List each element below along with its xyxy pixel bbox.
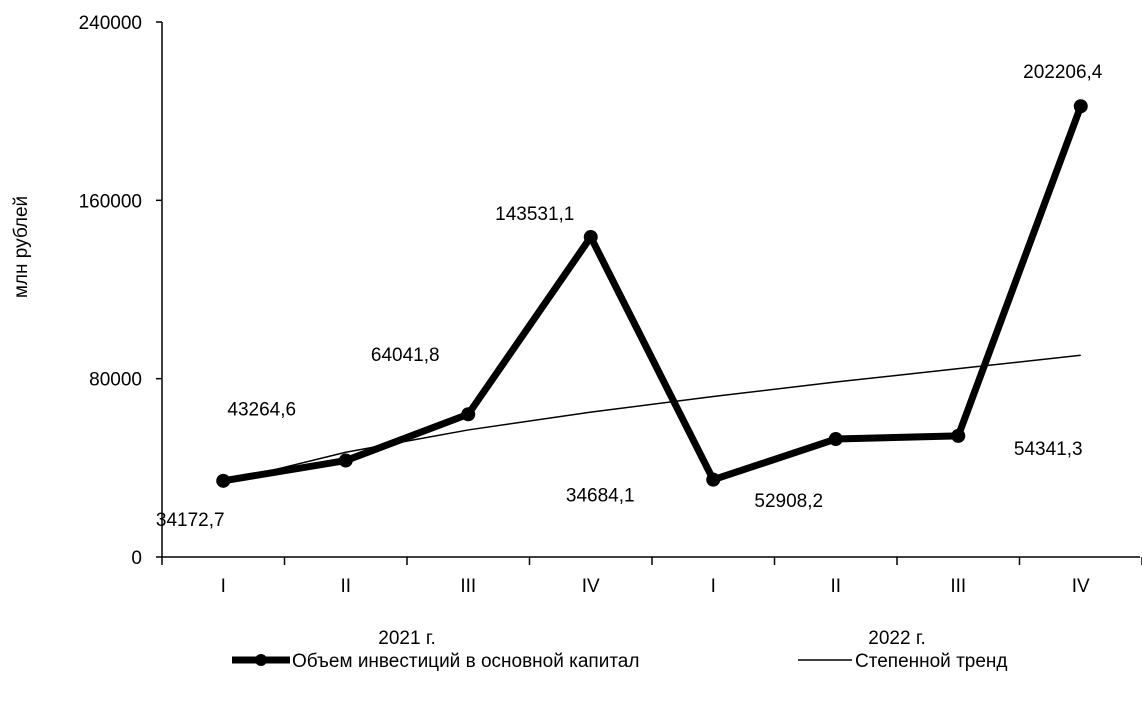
y-tick-label: 240000 — [79, 13, 142, 34]
x-tick-label: III — [460, 576, 476, 597]
x-tick-label: I — [711, 576, 716, 597]
x-tick-label: II — [830, 576, 841, 597]
data-point — [1073, 99, 1088, 114]
data-label: 43264,6 — [227, 400, 296, 421]
x-tick-label: III — [950, 576, 966, 597]
data-point — [338, 453, 353, 468]
data-label: 64041,8 — [371, 345, 440, 366]
x-tick-labels: I II III IV I II III IV — [221, 576, 1090, 597]
y-axis-label: млн рублей — [11, 196, 32, 298]
data-point — [706, 472, 721, 487]
y-tick-label: 0 — [131, 548, 142, 569]
data-label: 143531,1 — [495, 204, 574, 225]
trend-line — [223, 354, 1081, 484]
data-label: 52908,2 — [754, 491, 823, 512]
data-label: 54341,3 — [1014, 439, 1083, 460]
legend-trend-label: Степенной тренд — [855, 651, 1008, 672]
data-point — [828, 432, 843, 447]
y-tick-label: 160000 — [79, 191, 142, 212]
x-group-labels: 2021 г. 2022 г. — [378, 628, 925, 649]
y-tick-label: 80000 — [89, 370, 142, 391]
main-line — [222, 105, 1085, 485]
main-series — [216, 99, 1088, 488]
x-tick-label: IV — [582, 576, 600, 597]
x-group-label: 2021 г. — [378, 628, 435, 649]
trend-series — [223, 354, 1081, 484]
y-tick-labels: 0 80000 160000 240000 — [79, 13, 142, 569]
x-tick-label: IV — [1072, 576, 1090, 597]
data-label: 34172,7 — [156, 510, 225, 531]
data-point — [461, 407, 476, 422]
x-tick-label: I — [221, 576, 226, 597]
legend: Объем инвестиций в основной капитал Степ… — [232, 651, 1008, 672]
data-label: 202206,4 — [1023, 62, 1103, 83]
legend-main-label: Объем инвестиций в основной капитал — [292, 651, 639, 672]
data-point — [216, 473, 231, 488]
data-label: 34684,1 — [566, 486, 635, 507]
chart-axes — [156, 21, 1142, 565]
legend-main-marker — [255, 654, 267, 666]
x-tick-label: II — [340, 576, 351, 597]
x-group-label: 2022 г. — [868, 628, 925, 649]
data-point — [951, 428, 966, 443]
data-point — [583, 230, 598, 245]
data-labels: 34172,7 43264,6 64041,8 143531,1 34684,1 5290… — [156, 62, 1103, 531]
